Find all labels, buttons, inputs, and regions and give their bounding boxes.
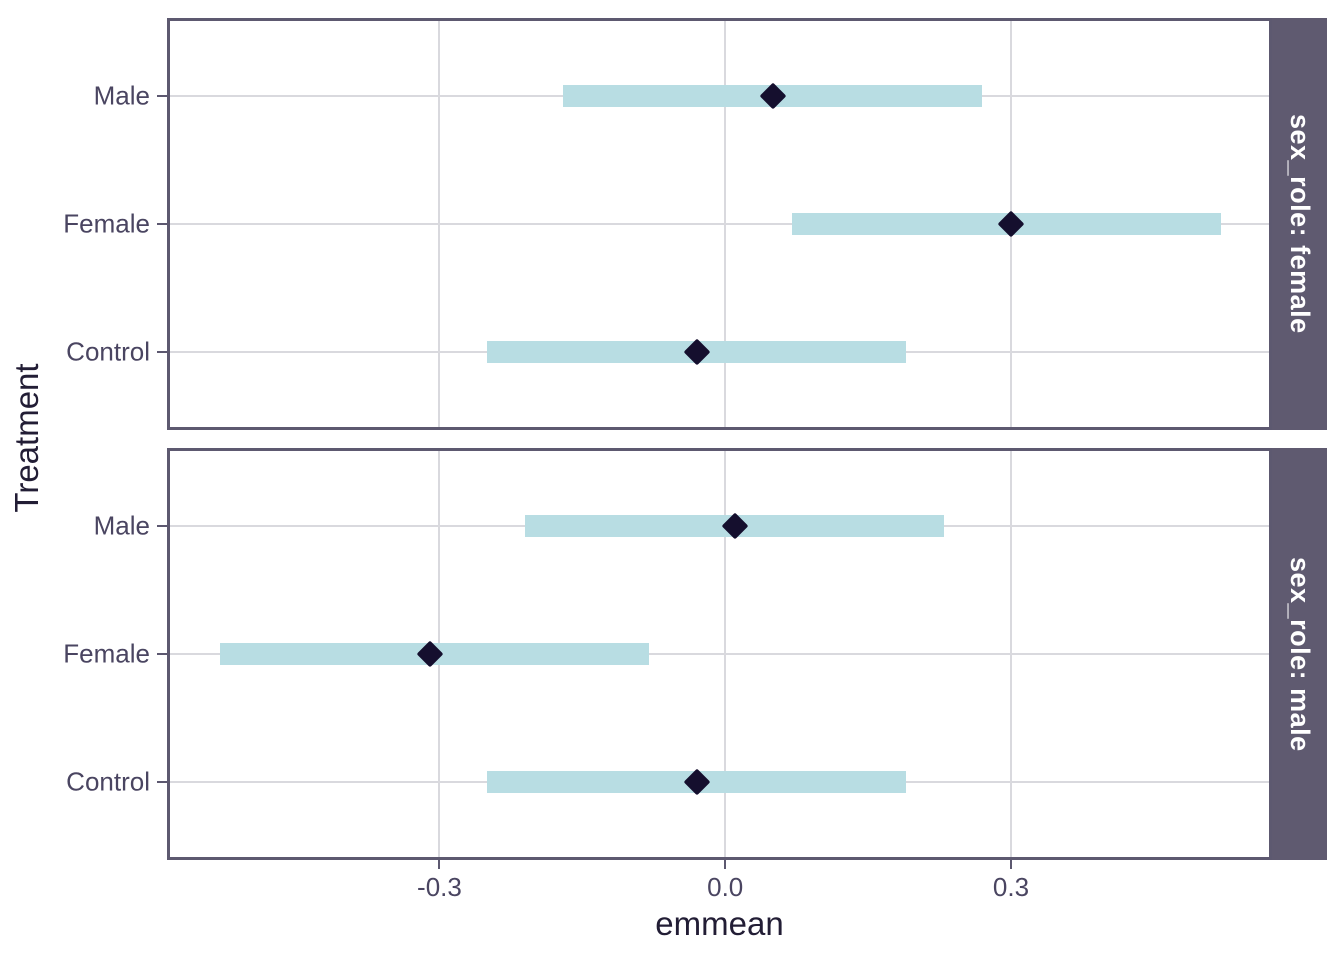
y-gridline xyxy=(167,223,1272,225)
y-axis-tick xyxy=(157,95,167,98)
y-axis-category-label: Male xyxy=(93,510,150,541)
y-axis-category-label: Female xyxy=(63,208,150,239)
facet-strip-female: sex_role: female xyxy=(1272,18,1327,430)
facet-panel-male xyxy=(167,448,1272,860)
y-axis-category-label: Male xyxy=(93,80,150,111)
x-axis-tick xyxy=(1009,860,1012,869)
x-axis-tick-label: 0.0 xyxy=(707,872,744,902)
y-axis-tick xyxy=(157,223,167,225)
facet-panel-female xyxy=(167,18,1272,430)
x-axis-tick xyxy=(438,860,441,869)
y-axis-tick xyxy=(157,525,167,528)
y-axis-category-label: Control xyxy=(66,336,150,367)
y-axis-tick xyxy=(157,653,167,655)
x-axis-title: emmean xyxy=(655,905,784,942)
facet-strip-male: sex_role: male xyxy=(1272,448,1327,860)
y-axis-category-label: Control xyxy=(66,766,150,797)
y-gridline xyxy=(167,653,1272,655)
y-axis-category-label: Female xyxy=(63,638,150,669)
y-axis-title: Treatment xyxy=(8,363,45,513)
y-axis-tick xyxy=(157,780,167,783)
x-axis-tick-label: 0.3 xyxy=(992,872,1030,902)
facet-strip-label-female: sex_role: female xyxy=(1285,114,1315,334)
x-axis-tick xyxy=(724,860,727,869)
x-axis-tick-label: -0.3 xyxy=(417,872,462,902)
y-axis-tick xyxy=(157,350,167,353)
facet-strip-label-male: sex_role: male xyxy=(1285,556,1315,752)
